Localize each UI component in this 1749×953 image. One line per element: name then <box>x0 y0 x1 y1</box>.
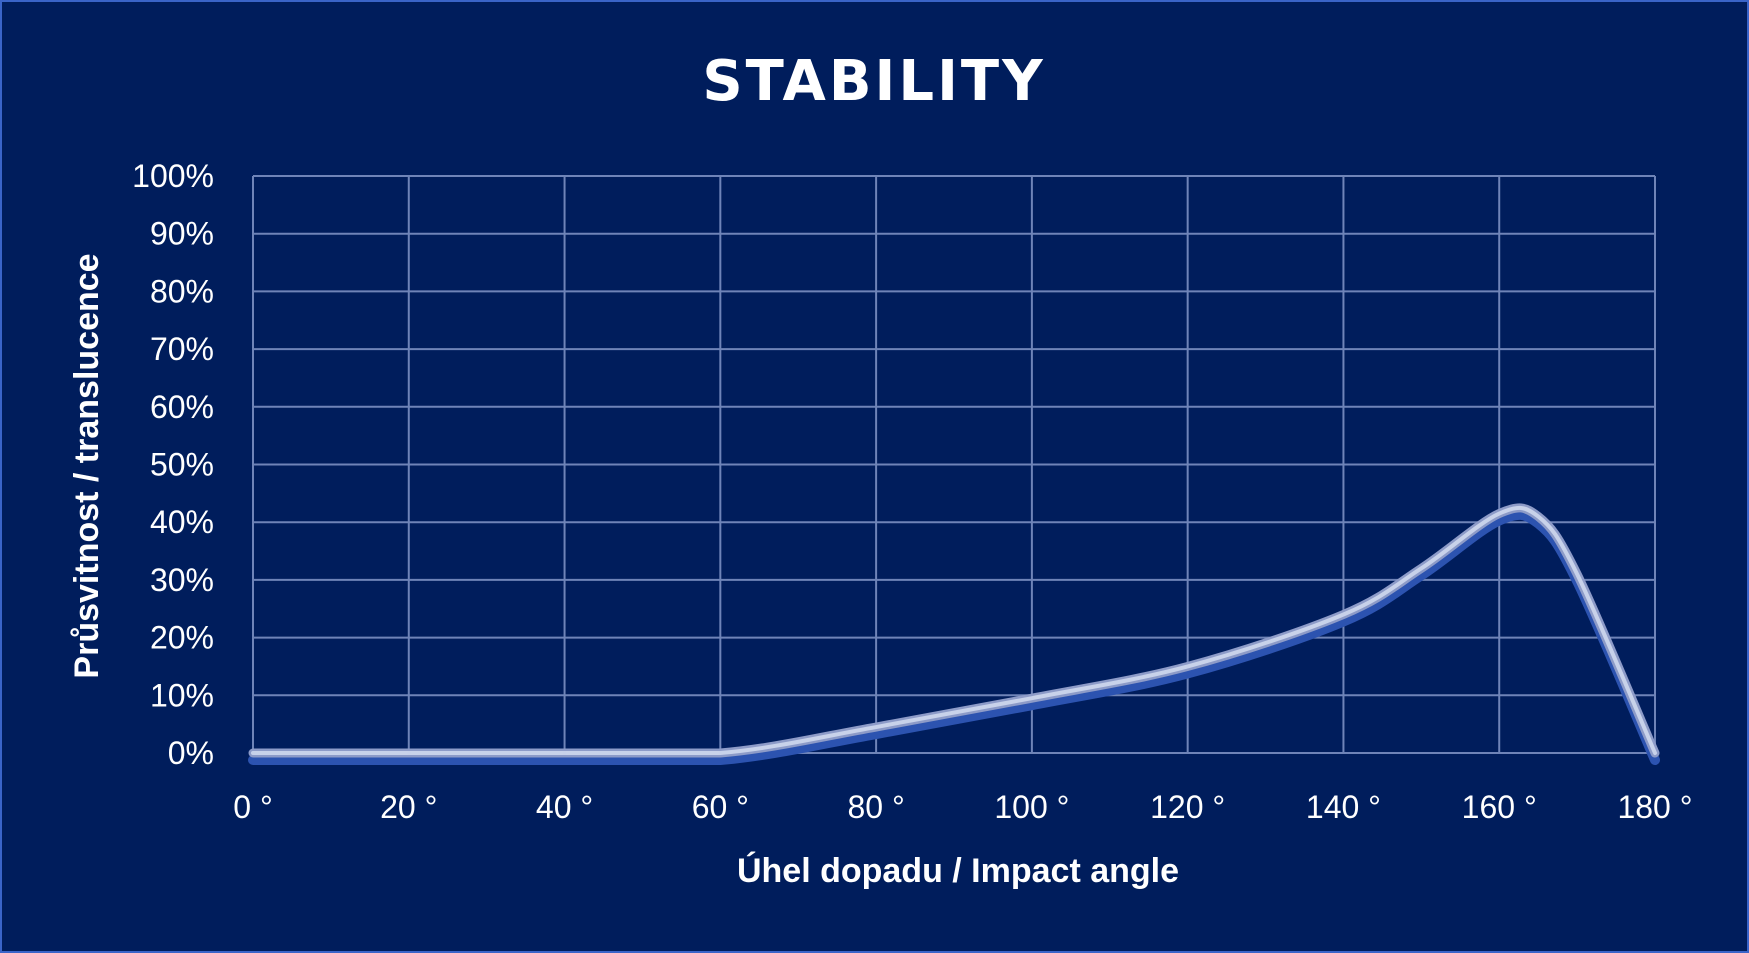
y-tick-label: 90% <box>150 216 214 252</box>
x-tick-label: 0 ° <box>233 789 272 825</box>
x-axis-label: Úhel dopadu / Impact angle <box>737 852 1179 890</box>
x-axis-ticks: 0 ° 20 ° 40 ° 60 ° 80 ° 100 ° 120 ° 140 ° 160 ° 1… <box>233 789 1692 825</box>
series-point <box>1341 613 1345 617</box>
x-tick-label: 120 ° <box>1150 789 1225 825</box>
series-line-highlight <box>251 505 1657 756</box>
x-tick-label: 60 ° <box>692 789 749 825</box>
x-tick-label: 140 ° <box>1306 789 1381 825</box>
series-group <box>248 503 1660 766</box>
series-point <box>1575 572 1579 576</box>
y-tick-label: 50% <box>150 447 214 483</box>
x-tick-label: 40 ° <box>536 789 593 825</box>
x-tick-label: 160 ° <box>1462 789 1537 825</box>
series-point <box>874 725 878 729</box>
y-tick-label: 80% <box>150 273 214 309</box>
series-point <box>1497 512 1501 516</box>
series-point <box>1419 566 1423 570</box>
series-line <box>248 503 1660 758</box>
series-point <box>1186 664 1190 668</box>
x-tick-label: 180 ° <box>1617 789 1692 825</box>
series-point <box>1653 751 1657 755</box>
y-tick-label: 100% <box>132 158 214 194</box>
y-tick-label: 10% <box>150 677 214 713</box>
y-axis-label: Průsvitnost / translucence <box>68 253 106 678</box>
series-point <box>1536 514 1540 518</box>
y-axis-ticks: 0% 10% 20% 30% 40% 50% 60% 70% 80% 90% 100% <box>132 158 214 771</box>
series-point <box>718 751 722 755</box>
y-tick-label: 60% <box>150 389 214 425</box>
y-tick-label: 70% <box>150 331 214 367</box>
series-point <box>251 751 255 755</box>
y-tick-label: 40% <box>150 504 214 540</box>
series-point <box>563 751 567 755</box>
series-line-shadow <box>248 509 1660 766</box>
chart-title: STABILITY <box>702 49 1045 114</box>
y-tick-label: 30% <box>150 562 214 598</box>
series-point <box>1030 696 1034 700</box>
y-tick-label: 20% <box>150 620 214 656</box>
x-tick-label: 100 ° <box>994 789 1069 825</box>
grid-lines <box>252 175 1656 754</box>
y-tick-label: 0% <box>168 735 214 771</box>
series-point <box>407 751 411 755</box>
x-tick-label: 20 ° <box>380 789 437 825</box>
x-tick-label: 80 ° <box>847 789 904 825</box>
